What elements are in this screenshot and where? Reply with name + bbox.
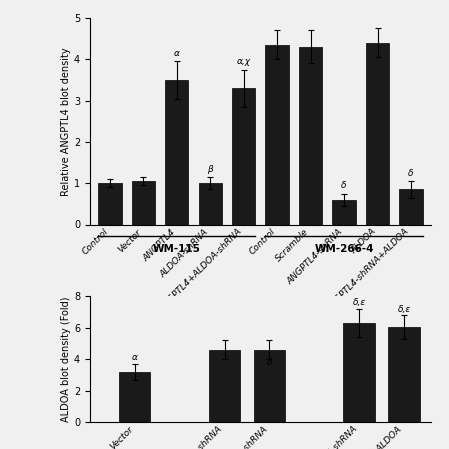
Text: δ,ε: δ,ε — [352, 298, 366, 307]
Bar — [388, 327, 420, 422]
Text: α: α — [132, 353, 138, 362]
Y-axis label: ALDOA blot density (Fold): ALDOA blot density (Fold) — [61, 296, 71, 422]
Bar — [198, 183, 222, 224]
Text: α,χ: α,χ — [237, 57, 251, 66]
Text: β: β — [207, 165, 213, 174]
Bar — [343, 323, 375, 422]
Bar — [399, 189, 423, 224]
Text: α: α — [174, 49, 180, 58]
Text: δ: δ — [341, 181, 347, 190]
Bar — [332, 200, 356, 224]
Bar — [132, 181, 155, 224]
Text: WM-115: WM-115 — [153, 244, 201, 254]
Text: δ: δ — [267, 357, 272, 367]
Bar — [209, 350, 240, 422]
Bar — [165, 80, 189, 224]
Bar — [254, 350, 285, 422]
Bar — [265, 45, 289, 225]
Y-axis label: Relative ANGPTL4 blot density: Relative ANGPTL4 blot density — [61, 47, 71, 196]
Text: δ,ε: δ,ε — [397, 304, 411, 313]
Text: δ: δ — [408, 169, 414, 178]
Bar — [299, 47, 322, 224]
Bar — [98, 183, 122, 224]
Bar — [366, 43, 389, 224]
Text: WM-266-4: WM-266-4 — [314, 244, 374, 254]
Bar — [119, 372, 150, 422]
Bar — [232, 88, 255, 224]
